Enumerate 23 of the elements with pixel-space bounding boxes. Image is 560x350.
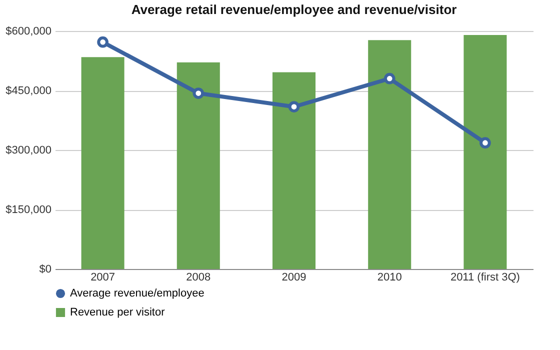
x-tick-label: 2007 — [90, 272, 116, 284]
y-tick-label: $300,000 — [6, 144, 52, 156]
legend-label: Average revenue/employee — [70, 288, 204, 300]
x-tick-label: 2009 — [282, 272, 306, 284]
y-tick-label: $600,000 — [6, 26, 52, 38]
y-tick-label: $450,000 — [6, 85, 52, 97]
bar — [464, 34, 507, 269]
point — [288, 101, 300, 112]
point — [97, 36, 108, 48]
legend-label: Revenue per visitor — [70, 306, 166, 318]
x-tick-label: 2010 — [377, 272, 402, 284]
y-tick-label: $150,000 — [6, 204, 52, 216]
x-tick-label: 2011 (first 3Q) — [450, 272, 520, 284]
bar — [368, 40, 412, 269]
x-tick-label: 2008 — [186, 272, 211, 284]
y-tick-label: $0 — [39, 264, 52, 276]
point — [384, 72, 396, 84]
chart-title: Average retail revenue/employee and revenue/visitor — [131, 2, 457, 17]
point — [480, 137, 491, 149]
bar — [272, 72, 316, 269]
bar — [176, 62, 220, 269]
bar — [81, 57, 124, 269]
point — [192, 88, 204, 99]
